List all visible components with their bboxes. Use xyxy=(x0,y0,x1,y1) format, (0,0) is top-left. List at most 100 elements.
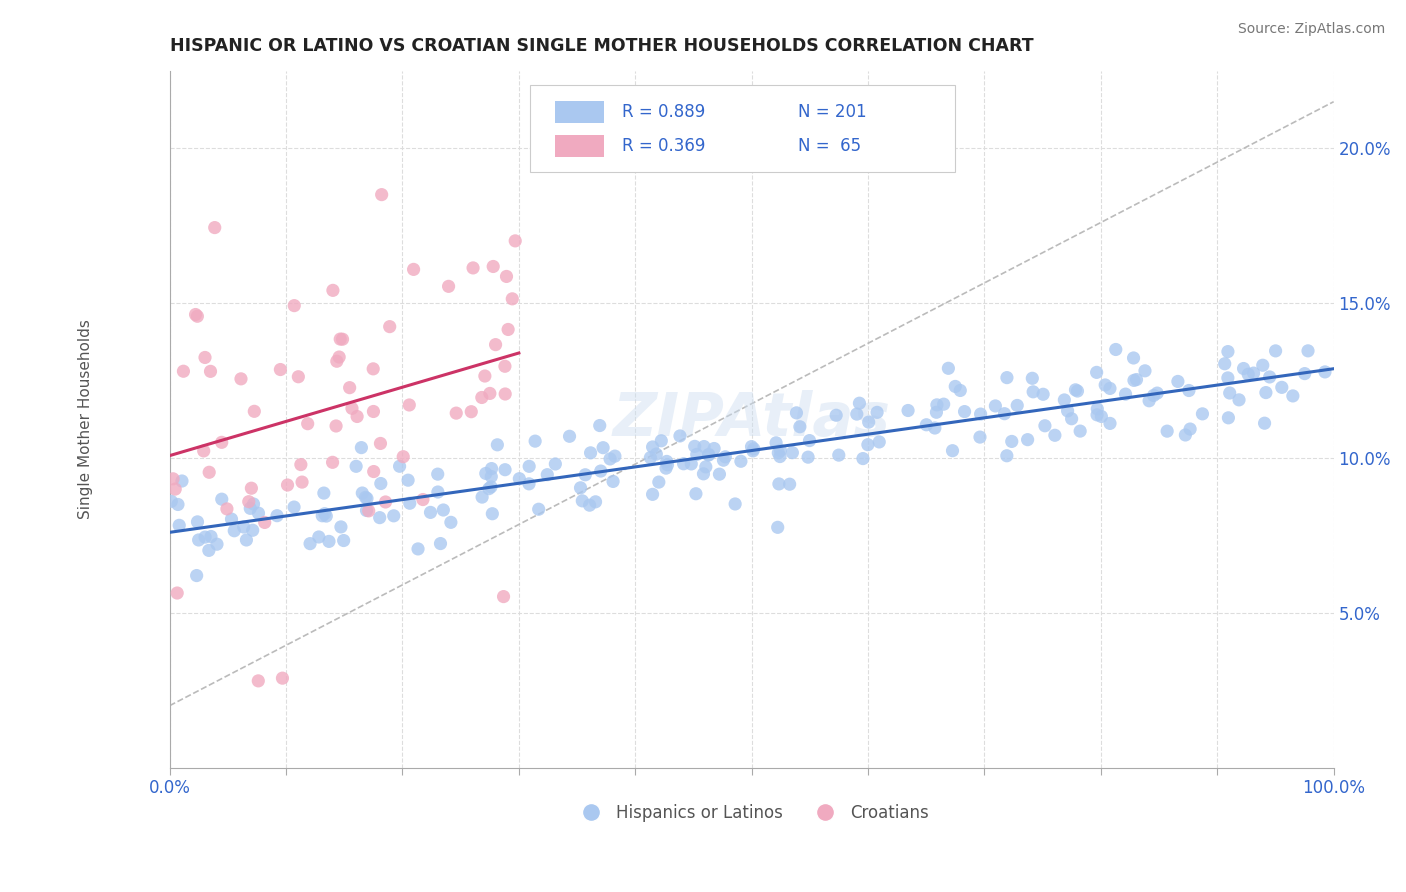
Point xyxy=(1032,387,1054,401)
Point xyxy=(184,308,207,322)
Point xyxy=(1313,365,1336,379)
Point xyxy=(232,520,254,534)
Point xyxy=(503,234,526,248)
Point xyxy=(194,351,217,365)
Point xyxy=(1282,389,1305,403)
Point xyxy=(172,364,194,378)
Point xyxy=(495,269,517,284)
Point xyxy=(938,361,960,376)
Point xyxy=(925,405,948,419)
Point xyxy=(709,467,731,482)
Point xyxy=(346,409,368,424)
Point xyxy=(1178,384,1201,398)
Point xyxy=(569,481,592,495)
Point xyxy=(332,332,354,346)
Point xyxy=(204,220,226,235)
Point xyxy=(768,446,790,460)
Point xyxy=(589,418,612,433)
Point xyxy=(198,543,221,558)
Point xyxy=(444,406,467,420)
Point xyxy=(484,337,506,351)
Point xyxy=(478,386,501,401)
Point xyxy=(406,541,429,556)
Point xyxy=(1125,373,1147,387)
Text: R = 0.369: R = 0.369 xyxy=(623,136,706,155)
Point xyxy=(602,475,624,489)
Point xyxy=(396,473,419,487)
Point xyxy=(741,440,763,454)
Point xyxy=(949,384,972,398)
Point xyxy=(501,292,523,306)
Point xyxy=(478,482,501,496)
Point xyxy=(215,501,238,516)
Point xyxy=(318,534,340,549)
Point xyxy=(848,396,870,410)
Point xyxy=(785,406,807,420)
Point xyxy=(655,461,678,475)
Point xyxy=(166,586,188,600)
Point xyxy=(276,478,298,492)
Point xyxy=(354,491,377,505)
Point xyxy=(657,458,679,472)
Point xyxy=(825,409,848,423)
Point xyxy=(471,490,494,504)
Point xyxy=(768,477,790,491)
FancyBboxPatch shape xyxy=(530,85,955,172)
Point xyxy=(170,474,193,488)
Text: HISPANIC OR LATINO VS CROATIAN SINGLE MOTHER HOUSEHOLDS CORRELATION CHART: HISPANIC OR LATINO VS CROATIAN SINGLE MO… xyxy=(170,37,1033,55)
Point xyxy=(200,529,222,543)
Point xyxy=(1216,344,1239,359)
Point xyxy=(797,450,820,465)
Point xyxy=(481,461,503,475)
Point xyxy=(363,465,385,479)
Point xyxy=(574,467,596,482)
Point xyxy=(724,497,747,511)
Point xyxy=(1146,386,1168,401)
Point xyxy=(242,523,264,537)
Point xyxy=(1218,410,1240,425)
Point xyxy=(392,450,415,464)
Point xyxy=(461,260,484,275)
Point xyxy=(299,536,322,550)
Point xyxy=(517,459,540,474)
Point xyxy=(544,457,567,471)
Point xyxy=(297,417,319,431)
Point xyxy=(1123,373,1146,387)
Point xyxy=(599,451,621,466)
Point xyxy=(1060,411,1083,425)
Point xyxy=(578,498,600,512)
Point xyxy=(943,379,966,393)
Point xyxy=(1227,392,1250,407)
Point xyxy=(186,310,208,324)
Point xyxy=(1237,368,1260,382)
Point xyxy=(692,467,714,481)
Point xyxy=(650,434,672,448)
Point xyxy=(314,507,336,521)
Point xyxy=(328,350,350,364)
Point xyxy=(494,387,516,401)
Point xyxy=(440,516,463,530)
Point xyxy=(344,459,367,474)
Point xyxy=(352,486,374,500)
Point xyxy=(925,398,948,412)
Point xyxy=(1005,399,1028,413)
Point xyxy=(1213,357,1236,371)
Point xyxy=(1033,418,1056,433)
Point xyxy=(186,515,208,529)
Point xyxy=(235,533,257,547)
Point xyxy=(1090,409,1112,424)
Point xyxy=(167,518,190,533)
Point xyxy=(211,435,233,450)
Point xyxy=(253,516,276,530)
Point xyxy=(339,381,361,395)
Point xyxy=(1017,433,1039,447)
Point xyxy=(429,536,451,550)
Point xyxy=(269,362,291,376)
Point xyxy=(388,459,411,474)
Point xyxy=(486,438,509,452)
Point xyxy=(361,362,384,376)
Point xyxy=(1271,380,1294,394)
Point xyxy=(247,506,270,520)
Point xyxy=(426,485,449,500)
Point xyxy=(995,449,1018,463)
